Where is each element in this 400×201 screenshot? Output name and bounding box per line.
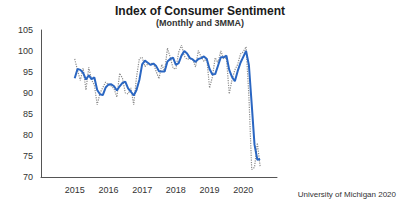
svg-text:2019: 2019: [200, 185, 220, 195]
svg-text:(Monthly and 3MMA): (Monthly and 3MMA): [156, 18, 244, 28]
svg-text:85: 85: [23, 109, 33, 119]
svg-text:95: 95: [23, 67, 33, 77]
svg-text:Index of Consumer Sentiment: Index of Consumer Sentiment: [115, 4, 285, 18]
svg-text:2015: 2015: [65, 185, 85, 195]
svg-text:80: 80: [23, 130, 33, 140]
svg-text:75: 75: [23, 151, 33, 161]
svg-text:100: 100: [18, 46, 33, 56]
svg-text:2020: 2020: [233, 185, 253, 195]
svg-text:70: 70: [23, 172, 33, 182]
svg-text:2018: 2018: [166, 185, 186, 195]
svg-text:105: 105: [18, 25, 33, 35]
svg-text:90: 90: [23, 88, 33, 98]
svg-text:2017: 2017: [132, 185, 152, 195]
svg-text:2016: 2016: [98, 185, 118, 195]
svg-text:University of Michigan 2020: University of Michigan 2020: [298, 190, 397, 199]
